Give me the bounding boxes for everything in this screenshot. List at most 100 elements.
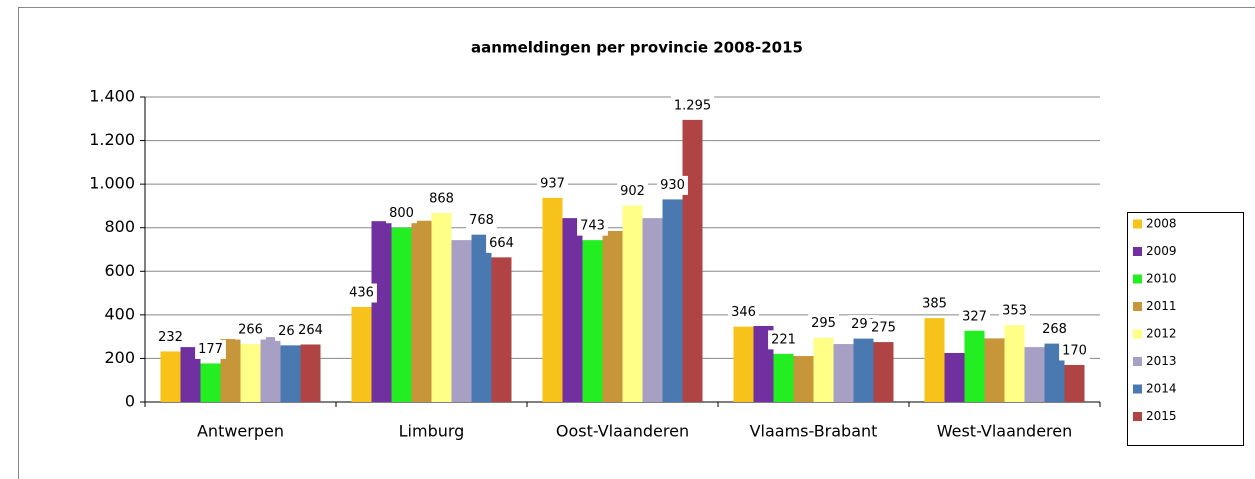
bar [451, 240, 472, 402]
value-label: 436 [349, 286, 374, 301]
value-label-bg [670, 96, 715, 116]
value-label: 768 [469, 213, 494, 228]
bar [1064, 364, 1085, 402]
value-label-bg [295, 320, 326, 340]
bar [944, 352, 965, 402]
legend-swatch [1133, 274, 1142, 284]
bar [622, 205, 643, 402]
bar [431, 212, 452, 402]
bar [160, 351, 181, 402]
bar [773, 353, 794, 402]
bar [662, 199, 683, 402]
bar [371, 221, 392, 402]
legend-swatch [1133, 302, 1142, 311]
value-label-bg [919, 294, 950, 314]
bar [300, 344, 321, 402]
bar [813, 337, 834, 402]
value-label-bg [386, 204, 417, 224]
legend-swatch [1133, 384, 1142, 394]
legend-label: 2013 [1146, 354, 1177, 368]
bar [562, 218, 583, 402]
bar [602, 230, 623, 402]
value-label: 268 [1042, 322, 1067, 337]
legend-label: 2010 [1146, 272, 1177, 286]
bar [542, 197, 563, 402]
value-label: 743 [580, 219, 605, 234]
bar [984, 338, 1005, 402]
x-tick-label: Oost-Vlaanderen [556, 422, 689, 441]
bar [873, 342, 894, 402]
y-tick-label: 600 [104, 261, 135, 280]
bar [833, 344, 854, 402]
value-label-bg [1039, 320, 1070, 340]
value-label-bg [155, 327, 186, 347]
bar [351, 307, 372, 402]
legend-swatch [1133, 329, 1142, 339]
value-label: 346 [731, 305, 756, 320]
bar [733, 326, 754, 402]
value-label-bg [426, 189, 457, 209]
x-tick-label: Limburg [399, 422, 465, 441]
value-label-bg [768, 330, 799, 350]
bar [924, 318, 945, 402]
value-label-bg [486, 233, 517, 253]
value-label-bg [999, 301, 1030, 321]
value-label: 353 [1002, 304, 1027, 319]
value-label: 232 [158, 330, 183, 345]
bar [200, 363, 221, 402]
bar [793, 356, 814, 402]
value-label: 275 [871, 321, 896, 336]
value-label: 327 [962, 309, 987, 324]
y-tick-label: 800 [104, 217, 135, 236]
value-label-bg [959, 307, 990, 327]
value-label-bg [657, 175, 688, 195]
bar [180, 347, 201, 402]
y-tick-label: 1.000 [89, 174, 135, 193]
value-label: 664 [489, 236, 514, 251]
legend-box [1127, 212, 1244, 446]
value-label-bg [868, 318, 899, 338]
value-label: 264 [298, 323, 323, 338]
y-tick-label: 400 [104, 304, 135, 323]
value-label: 170 [1062, 343, 1087, 358]
bar [240, 344, 261, 402]
bar [411, 220, 432, 402]
bar [260, 337, 281, 402]
legend-label: 2014 [1146, 382, 1177, 396]
y-tick-label: 0 [125, 392, 135, 411]
legend-swatch [1133, 247, 1142, 256]
bar [280, 345, 301, 402]
value-label: 295 [811, 316, 836, 331]
value-label: 221 [771, 332, 796, 347]
value-label: 902 [620, 184, 645, 199]
value-label: 1.295 [674, 98, 711, 113]
value-label: 385 [922, 297, 947, 312]
bar [582, 240, 603, 402]
value-label: 266 [238, 323, 263, 338]
value-label-bg [577, 216, 608, 236]
bar [491, 257, 512, 402]
bar [682, 119, 703, 402]
value-label: 868 [429, 191, 454, 206]
y-tick-label: 1.200 [89, 130, 135, 149]
legend-label: 2009 [1146, 244, 1177, 258]
bar [642, 218, 663, 402]
legend-swatch [1133, 219, 1142, 229]
value-label: 937 [540, 176, 565, 191]
y-tick-label: 1.400 [89, 87, 135, 106]
x-tick-label: Vlaams-Brabant [750, 422, 878, 441]
value-label-bg [235, 320, 266, 340]
value-label: 177 [198, 342, 223, 357]
value-label-bg [466, 211, 497, 231]
value-label-bg [808, 314, 839, 334]
legend-swatch [1133, 357, 1142, 366]
chart-title: aanmeldingen per provincie 2008-2015 [471, 39, 803, 57]
value-label: 930 [660, 178, 685, 193]
legend-label: 2015 [1146, 409, 1177, 423]
x-tick-label: Antwerpen [197, 422, 284, 441]
bar [1004, 325, 1025, 402]
legend-label: 2008 [1146, 217, 1177, 231]
bar [964, 330, 985, 402]
bar [471, 234, 492, 402]
